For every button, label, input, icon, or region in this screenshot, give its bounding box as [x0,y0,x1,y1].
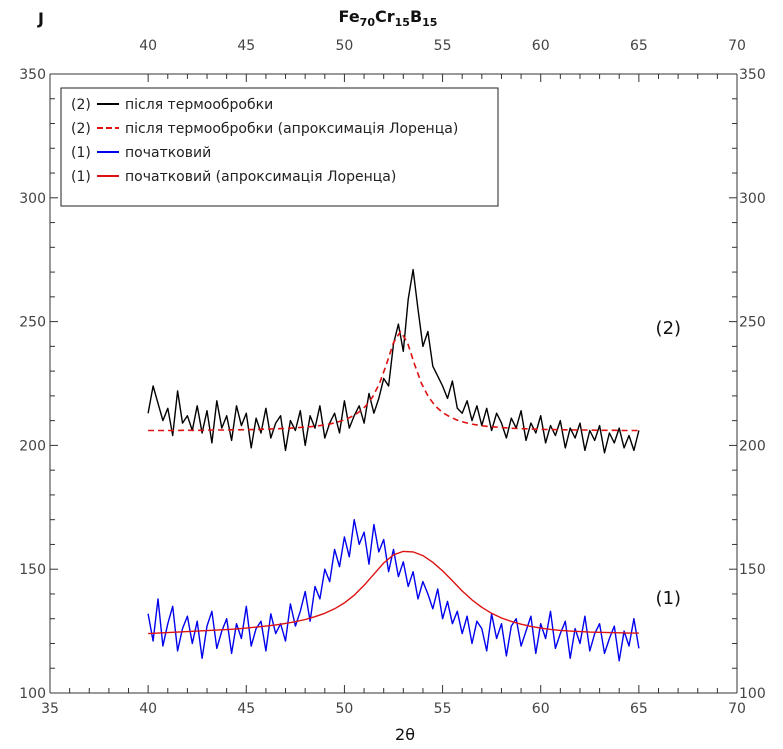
series-line-1 [147,268,640,454]
plot-frame [49,73,738,694]
x-top-tick-label: 70 [728,38,746,54]
y-tick-label-left: 300 [19,191,46,207]
x-axis-label: 2θ [395,725,415,744]
x-tick-label: 65 [630,701,648,717]
y-tick-label-right: 250 [739,315,766,331]
legend-label: після термообробки [125,97,273,113]
x-tick-label: 55 [434,701,452,717]
title-part: Cr [375,7,395,26]
title-subscript: 15 [395,16,410,29]
x-top-tick-label: 40 [139,38,157,54]
x-tick-label: 45 [237,701,255,717]
x-tick-label: 35 [41,701,59,717]
legend-box [60,87,499,207]
y-tick-label-left: 250 [19,315,46,331]
curve-annotation: (1) [656,588,682,609]
y-tick-label-right: 350 [739,67,766,83]
legend-label: початковий (апроксимація Лоренца) [125,169,396,185]
x-tick-label: 70 [728,701,746,717]
legend-marker: (1) [71,169,91,185]
y-tick-label-left: 100 [19,686,46,702]
x-tick-label: 50 [336,701,354,717]
series-line-2 [148,330,639,432]
title-part: B [410,7,422,26]
x-top-tick-label: 45 [237,38,255,54]
y-tick-label-right: 100 [739,686,766,702]
title-subscript: 70 [360,16,376,29]
legend-label: після термообробки (апроксимація Лоренца… [125,121,458,137]
y-tick-label-right: 300 [739,191,766,207]
curve-annotation: (2) [656,318,682,339]
y-tick-label-left: 200 [19,438,46,454]
y-tick-label-right: 200 [739,438,766,454]
y-tick-label-left: 350 [19,67,46,83]
y-axis-label: J [37,9,44,28]
x-top-tick-label: 65 [630,38,648,54]
series-line-3 [147,519,640,662]
title-subscript: 15 [422,16,437,29]
series-line-4 [148,550,639,635]
legend-marker: (2) [71,97,91,113]
legend-marker: (1) [71,145,91,161]
chart-title: Fe70Cr15B15 [339,7,438,29]
legend-label: початковий [125,145,211,161]
axis-ticks [49,73,738,694]
x-top-tick-label: 55 [434,38,452,54]
x-top-tick-label: 60 [532,38,550,54]
x-top-tick-label: 50 [336,38,354,54]
annotations: (2) (1) [656,318,682,609]
y-tick-label-left: 150 [19,562,46,578]
y-tick-label-right: 150 [739,562,766,578]
title-part: Fe [339,7,360,26]
x-tick-label: 40 [139,701,157,717]
x-tick-label: 60 [532,701,550,717]
legend: (2) після термообробки (2) після термооброб… [60,87,499,207]
legend-marker: (2) [71,121,91,137]
series-layer [147,268,640,662]
